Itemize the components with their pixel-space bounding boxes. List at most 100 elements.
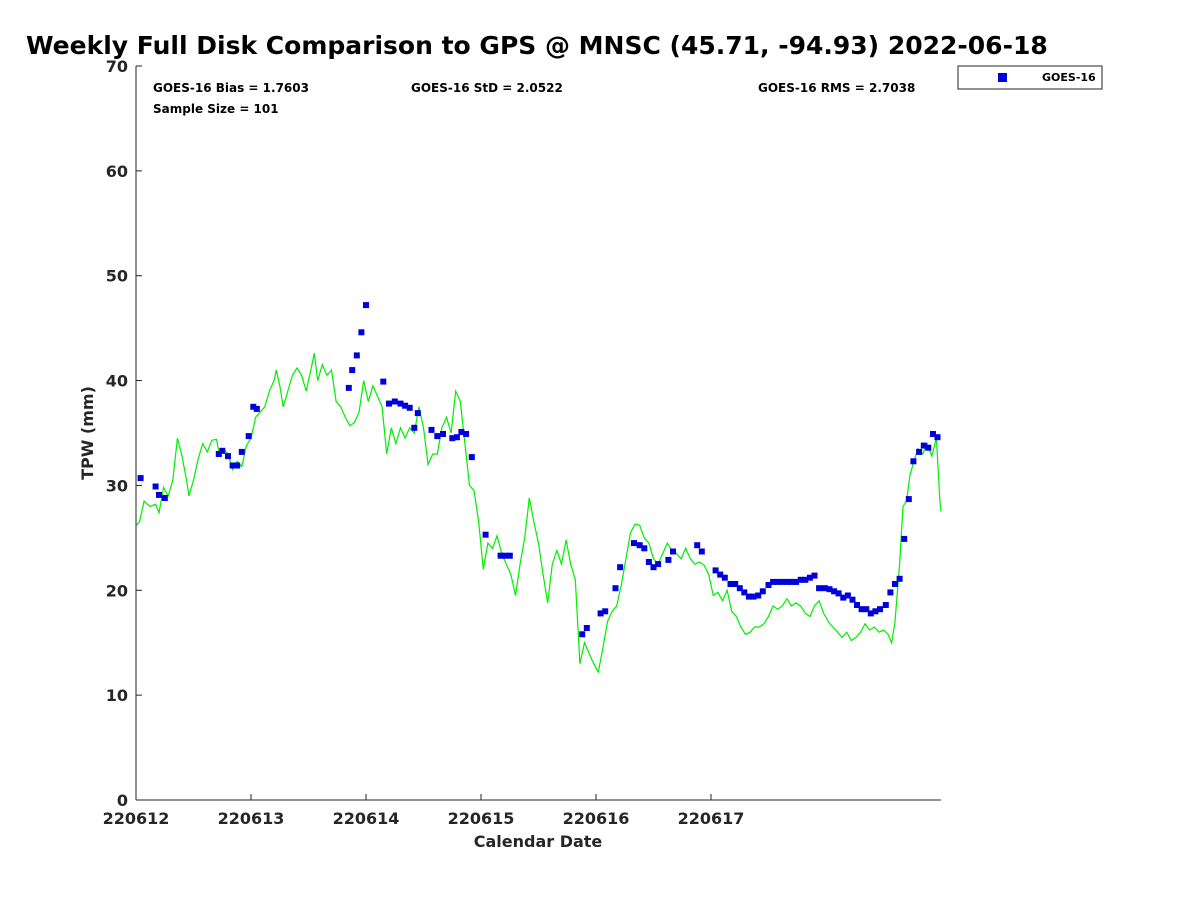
y-axis-ticks: 0 10 20 30 40 50 60 70 bbox=[106, 57, 142, 810]
goes16-point bbox=[896, 575, 903, 582]
goes16-point bbox=[440, 431, 446, 437]
goes16-point bbox=[867, 610, 874, 617]
x-tick-label: 220615 bbox=[448, 809, 515, 828]
x-tick-label: 220614 bbox=[333, 809, 400, 828]
goes16-point bbox=[698, 548, 705, 555]
goes16-point bbox=[774, 578, 781, 585]
goes16-point bbox=[831, 588, 838, 595]
bias-stat: GOES-16 Bias = 1.7603 bbox=[153, 81, 309, 95]
goes16-point bbox=[386, 400, 392, 407]
x-tick-label: 220612 bbox=[103, 809, 170, 828]
goes16-point bbox=[665, 556, 672, 563]
goes-series bbox=[137, 302, 941, 638]
goes16-point bbox=[152, 483, 159, 490]
goes16-point bbox=[363, 302, 369, 309]
sample-size-stat: Sample Size = 101 bbox=[153, 102, 279, 116]
std-stat: GOES-16 StD = 2.0522 bbox=[411, 81, 563, 95]
goes16-point bbox=[458, 429, 465, 435]
goes16-point bbox=[156, 491, 162, 498]
goes16-point bbox=[670, 548, 676, 555]
x-tick-label: 220613 bbox=[218, 809, 285, 828]
goes16-point bbox=[840, 594, 847, 601]
goes16-point bbox=[250, 403, 257, 410]
goes16-point bbox=[759, 588, 766, 595]
goes16-point bbox=[353, 352, 360, 359]
goes16-point bbox=[770, 578, 777, 585]
goes16-point bbox=[934, 434, 941, 441]
x-axis-label: Calendar Date bbox=[474, 832, 603, 851]
goes16-point bbox=[391, 398, 398, 405]
goes16-point bbox=[750, 593, 757, 600]
x-tick-label: 220616 bbox=[563, 809, 630, 828]
goes16-point bbox=[872, 608, 879, 615]
legend-box bbox=[957, 65, 1103, 90]
goes16-point bbox=[597, 610, 604, 617]
goes16-point bbox=[858, 606, 865, 613]
goes16-point bbox=[238, 448, 245, 455]
goes16-point bbox=[920, 442, 927, 449]
goes16-point bbox=[717, 571, 724, 578]
y-tick-label: 0 bbox=[117, 791, 128, 810]
goes16-point bbox=[826, 586, 833, 593]
goes16-point bbox=[892, 581, 898, 587]
goes16-point bbox=[641, 545, 648, 552]
chart-title: Weekly Full Disk Comparison to GPS @ MNS… bbox=[26, 31, 1048, 60]
goes16-point bbox=[215, 451, 222, 457]
goes16-point bbox=[712, 567, 719, 574]
goes16-point bbox=[901, 535, 908, 542]
y-tick-label: 70 bbox=[106, 57, 128, 76]
legend: GOES-16 bbox=[957, 65, 1103, 90]
goes16-point bbox=[816, 585, 823, 592]
goes16-point bbox=[835, 590, 842, 597]
goes16-point bbox=[793, 578, 800, 585]
goes16-point bbox=[736, 585, 743, 592]
goes16-point bbox=[741, 589, 748, 596]
goes16-point bbox=[506, 552, 513, 559]
goes16-point bbox=[732, 581, 739, 587]
goes16-point bbox=[844, 592, 851, 599]
y-axis-label: TPW (mm) bbox=[78, 386, 97, 480]
goes16-point bbox=[806, 574, 813, 581]
goes16-point bbox=[402, 402, 409, 409]
goes16-point bbox=[468, 454, 475, 461]
goes16-point bbox=[925, 444, 932, 451]
goes16-point bbox=[482, 531, 489, 538]
y-tick-label: 40 bbox=[106, 372, 128, 391]
goes16-point bbox=[788, 578, 795, 585]
goes16-point bbox=[463, 431, 470, 437]
goes16-point bbox=[428, 426, 435, 433]
y-tick-label: 30 bbox=[106, 476, 128, 495]
goes16-point bbox=[755, 592, 762, 599]
x-axis-ticks: 220612 220613 220614 220615 220616 220617 bbox=[103, 794, 744, 828]
goes16-point bbox=[349, 367, 356, 374]
goes16-point bbox=[137, 475, 144, 482]
goes16-point bbox=[583, 625, 590, 631]
goes16-point bbox=[821, 585, 828, 592]
goes16-point bbox=[854, 602, 860, 608]
goes16-point bbox=[645, 559, 652, 565]
goes16-point bbox=[229, 462, 236, 469]
goes16-point bbox=[765, 582, 772, 588]
goes16-point bbox=[245, 433, 252, 440]
goes16-point bbox=[721, 574, 728, 581]
goes16-point bbox=[234, 462, 241, 469]
goes16-point bbox=[802, 576, 809, 583]
rms-stat: GOES-16 RMS = 2.7038 bbox=[758, 81, 915, 95]
goes16-point bbox=[779, 578, 786, 585]
goes16-point bbox=[406, 404, 413, 411]
gps-line bbox=[135, 353, 942, 674]
plot-area bbox=[135, 302, 942, 674]
goes16-point bbox=[411, 424, 418, 431]
goes16-point bbox=[636, 542, 643, 549]
goes16-point bbox=[380, 378, 387, 385]
goes16-point bbox=[225, 453, 231, 460]
y-tick-label: 10 bbox=[106, 686, 128, 705]
goes16-point bbox=[397, 400, 404, 407]
goes16-point bbox=[631, 540, 637, 547]
goes16-point bbox=[345, 384, 352, 391]
goes16-point bbox=[877, 606, 883, 613]
y-tick-label: 50 bbox=[106, 267, 128, 286]
goes16-point bbox=[502, 552, 509, 559]
legend-marker-goes16 bbox=[998, 73, 1007, 82]
